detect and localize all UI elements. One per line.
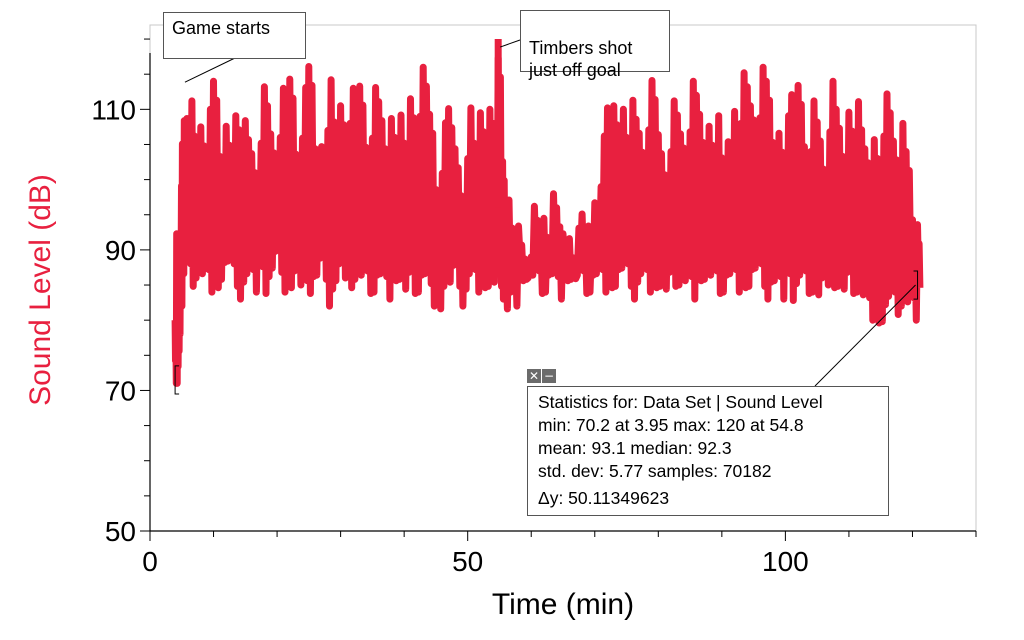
- sound-level-series: [171, 54, 924, 387]
- x-axis-title: Time (min): [492, 588, 634, 621]
- y-tick-label: 50: [105, 516, 136, 547]
- series-layer: [171, 39, 924, 387]
- annotation-timbers-shot: Timbers shot just off goal: [520, 10, 670, 80]
- y-tick-label: 110: [91, 94, 136, 125]
- x-tick-label: 50: [452, 546, 483, 577]
- close-icon[interactable]: ✕: [527, 369, 541, 383]
- stats-stddev-samples: std. dev: 5.77 samples: 70182: [538, 461, 772, 481]
- y-axis-title: Sound Level (dB): [24, 174, 57, 406]
- timbers-shot-leader: [500, 39, 521, 48]
- range-end-bracket: [913, 270, 919, 300]
- axes: [149, 53, 976, 532]
- x-tick-label: 100: [762, 546, 809, 577]
- y-tick-label: 90: [105, 235, 136, 266]
- minimize-icon[interactable]: −: [542, 369, 556, 383]
- stats-delta-y: Δy: 50.11349623: [538, 488, 670, 508]
- annotation-leaders: [174, 39, 919, 395]
- statistics-box: Statistics for: Data Set | Sound Level m…: [527, 386, 889, 516]
- annotation-game-starts: Game starts: [163, 12, 306, 59]
- stats-leader: [814, 284, 916, 387]
- annotation-game-starts-text: Game starts: [172, 18, 271, 38]
- game-starts-leader: [184, 57, 236, 83]
- stats-min-max: min: 70.2 at 3.95 max: 120 at 54.8: [538, 415, 804, 435]
- stats-title: Statistics for: Data Set | Sound Level: [538, 392, 823, 412]
- annotation-timbers-shot-text: Timbers shot just off goal: [529, 38, 633, 80]
- x-tick-label: 0: [142, 546, 158, 577]
- y-tick-label: 70: [105, 375, 136, 406]
- range-start-bracket: [174, 365, 180, 395]
- stats-mean-median: mean: 93.1 median: 92.3: [538, 438, 732, 458]
